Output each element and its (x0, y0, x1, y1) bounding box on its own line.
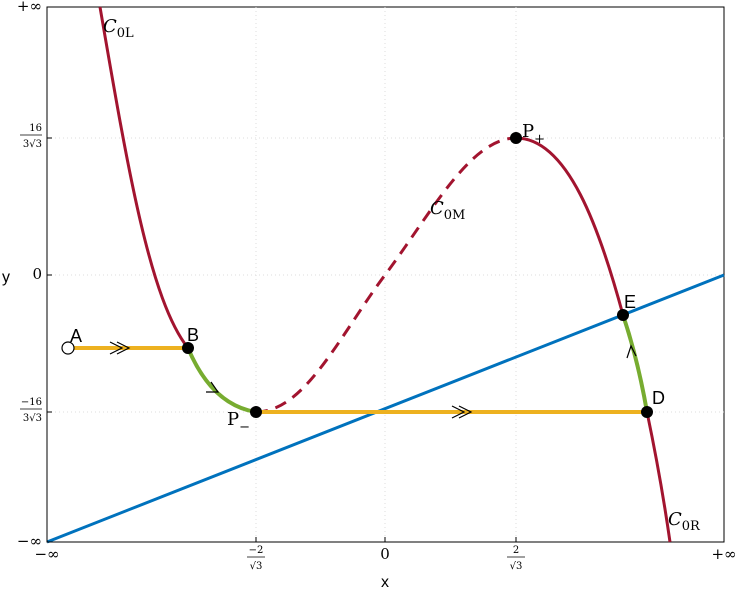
label-c0l: C0L (103, 16, 134, 41)
y-axis-label: y (2, 269, 10, 286)
label-c0m: C0M (430, 198, 465, 223)
curve-c0l (98, 6, 190, 349)
label-e: E (624, 292, 636, 312)
tick-label: 0 (380, 545, 390, 563)
tick-numerator: 2 (513, 545, 519, 556)
tick-denominator: √3 (510, 561, 523, 572)
tick-denominator: 3√3 (23, 139, 42, 150)
grid (47, 7, 724, 542)
points (182, 132, 653, 418)
tick-label: +∞ (17, 0, 42, 15)
point-a (61, 341, 75, 355)
curve-c0r-lower (645, 411, 672, 543)
x-axis-label: x (381, 574, 389, 590)
tick-label: +∞ (711, 545, 736, 563)
tick-numerator: −2 (249, 545, 264, 556)
label-a: A (70, 326, 82, 346)
label-b: B (187, 325, 199, 345)
tick-numerator: 16 (29, 123, 42, 134)
curve-c0r-upper (515, 136, 625, 316)
label-d: D (652, 388, 665, 408)
green-segment (186, 347, 257, 414)
curve-c0m (255, 136, 517, 414)
label-c0r: C0R (668, 509, 701, 534)
point-labels: A B D E (70, 292, 665, 408)
tick-denominator: 3√3 (23, 413, 42, 424)
tick-numerator: −16 (21, 397, 42, 408)
arrows (109, 341, 637, 419)
tick-label: −∞ (34, 545, 59, 563)
null-line (46, 273, 725, 544)
tick-label: 0 (32, 265, 42, 283)
label-p-minus: P− (227, 409, 250, 435)
math-labels: P+ P− C0L C0M C0R (103, 16, 701, 534)
label-p-plus: P+ (522, 121, 545, 147)
ticks: −∞ −2 √3 0 2 √3 +∞ +∞ 16 3√3 0 −16 3√3 −∞ (17, 0, 737, 572)
tick-label: −∞ (17, 532, 42, 550)
tick-denominator: √3 (250, 561, 263, 572)
green-segment (621, 314, 649, 413)
